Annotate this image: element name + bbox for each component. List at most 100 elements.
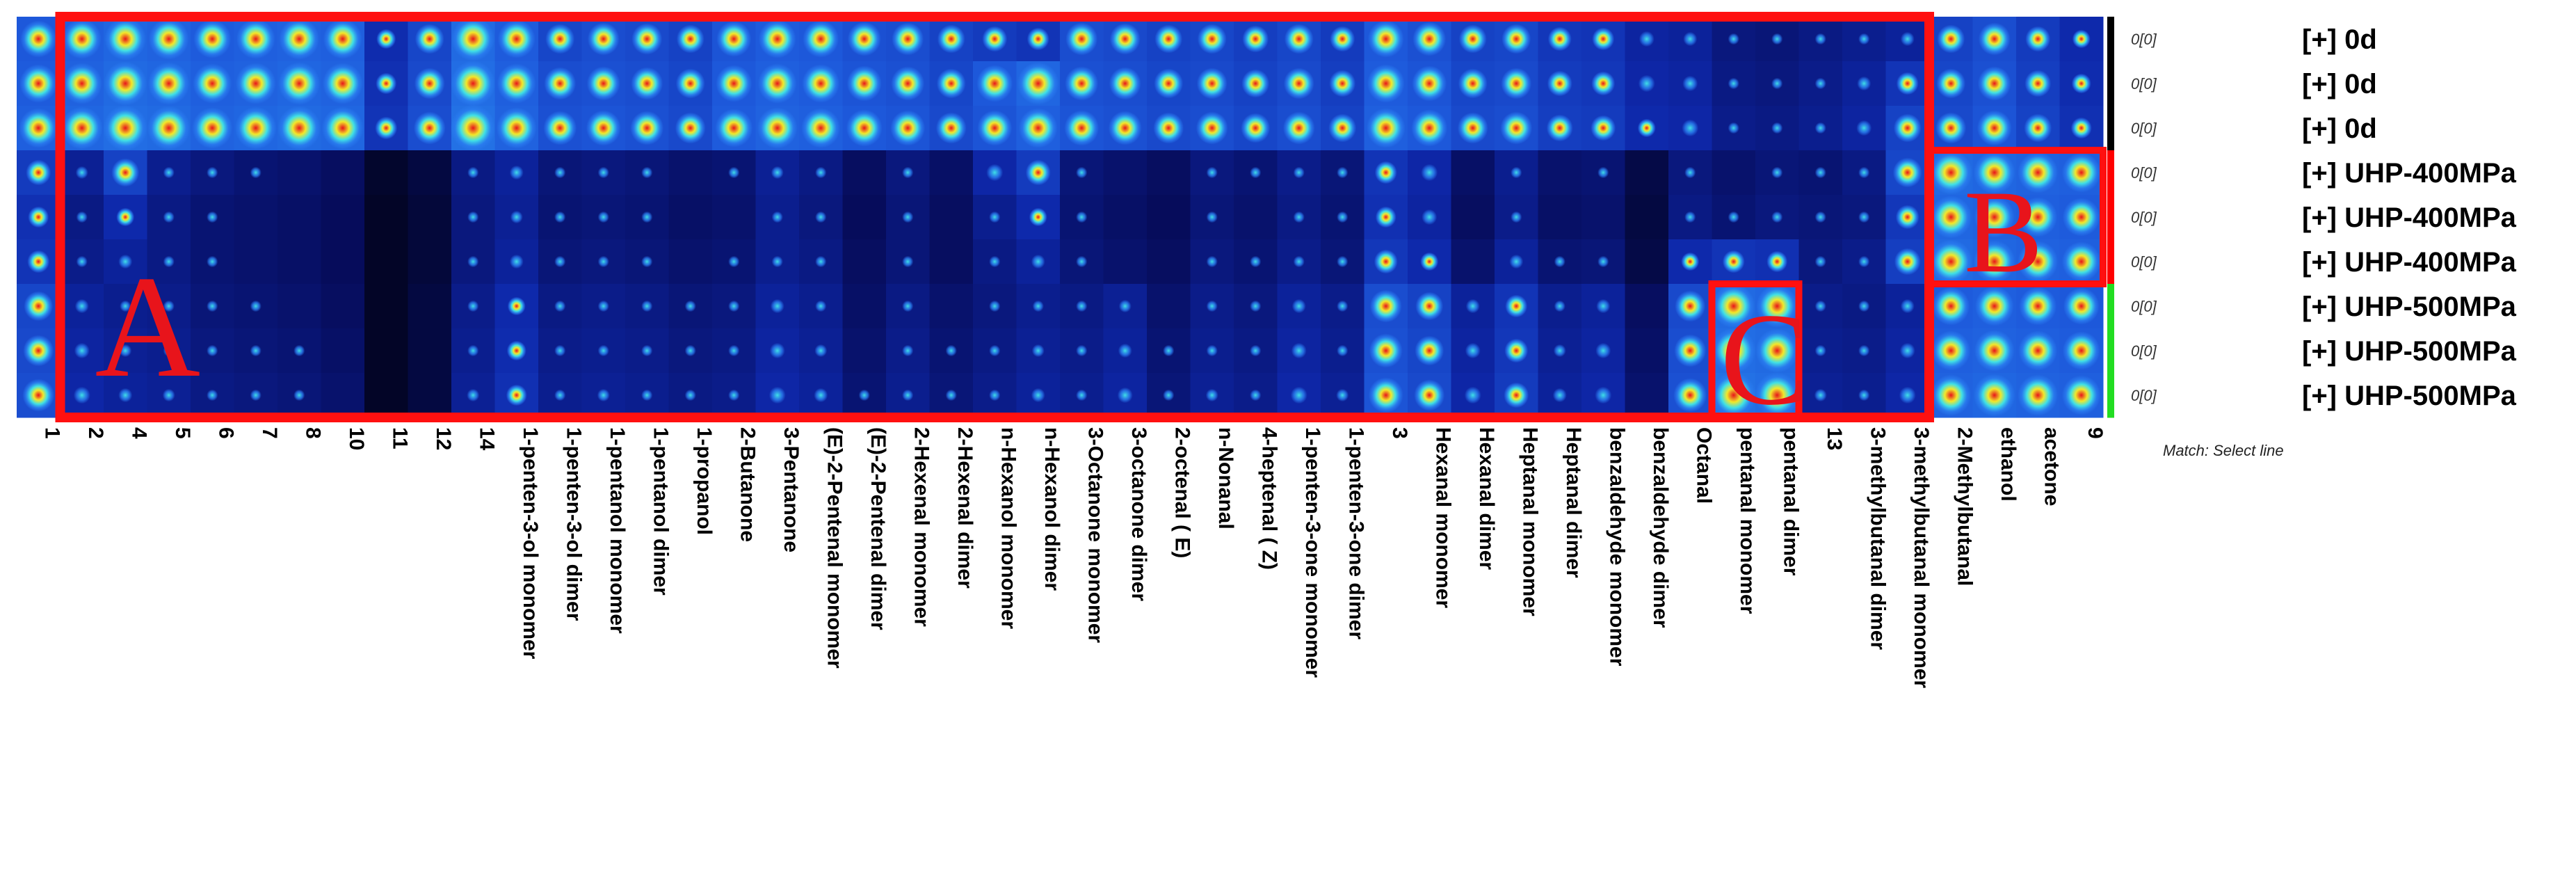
intensity-spot: [1591, 115, 1616, 141]
intensity-spot: [1374, 249, 1398, 274]
intensity-spot: [902, 166, 914, 179]
intensity-spot: [1502, 24, 1531, 54]
intensity-spot: [2063, 287, 2100, 325]
intensity-spot: [1728, 77, 1739, 90]
column-label: Hexanal dimer: [1475, 427, 1498, 570]
intensity-spot: [1375, 206, 1396, 228]
intensity-spot: [1711, 328, 1756, 374]
intensity-spot: [597, 211, 609, 223]
intensity-spot: [1900, 31, 1915, 47]
intensity-spot: [684, 300, 696, 312]
row-label: [+] 0d: [2302, 24, 2377, 55]
intensity-spot: [1814, 300, 1826, 312]
column-label: 11: [388, 427, 411, 449]
intensity-spot: [676, 24, 705, 54]
heatmap-cell: [364, 284, 408, 329]
intensity-spot: [1856, 120, 1872, 136]
intensity-spot: [945, 389, 957, 401]
column-label: ethanol: [1997, 427, 2020, 502]
intensity-spot: [1329, 70, 1356, 97]
region-outline: [1708, 280, 1803, 421]
column-label: 2-Hexenal dimer: [953, 427, 976, 589]
intensity-spot: [1895, 205, 1919, 230]
heatmap-cell: [842, 195, 887, 240]
heatmap-cell: [1625, 195, 1669, 240]
intensity-spot: [1328, 113, 1357, 143]
intensity-spot: [76, 211, 88, 223]
column-label: 2: [84, 427, 107, 439]
column-label: 1: [40, 427, 63, 439]
intensity-spot: [1755, 328, 1799, 373]
intensity-spot: [1065, 22, 1098, 56]
intensity-spot: [891, 66, 925, 101]
region-letter: C: [1721, 287, 1809, 433]
intensity-spot: [1974, 330, 2015, 372]
intensity-spot: [293, 389, 305, 401]
intensity-spot: [989, 211, 1001, 223]
heatmap-cell: [408, 195, 452, 240]
intensity-spot: [982, 26, 1008, 52]
intensity-spot: [1637, 118, 1656, 138]
intensity-spot: [815, 211, 827, 223]
intensity-spot: [2018, 241, 2059, 282]
intensity-spot: [597, 166, 609, 179]
intensity-spot: [1501, 67, 1532, 99]
intensity-spot: [509, 254, 524, 269]
heatmap-cell: [1625, 328, 1669, 374]
intensity-spot: [1118, 343, 1132, 358]
intensity-spot: [147, 106, 191, 150]
intensity-spot: [587, 22, 620, 56]
intensity-spot: [1153, 112, 1184, 144]
row-tags: 0[0] 0[0] 0[0] 0[0] 0[0] 0[0] 0[0] 0[0] 0[0]: [2131, 31, 2157, 404]
column-label: 1-pentanol dimer: [649, 427, 672, 596]
group-color-segment: [2107, 239, 2114, 285]
intensity-spot: [902, 211, 914, 223]
column-label: 8: [301, 427, 324, 439]
intensity-spot: [1547, 70, 1572, 97]
intensity-spot: [1291, 298, 1306, 314]
intensity-spot: [801, 108, 841, 148]
intensity-spot: [1336, 388, 1349, 402]
heatmap-cell: [1451, 150, 1495, 196]
intensity-spot: [1766, 250, 1788, 273]
intensity-spot: [322, 63, 363, 104]
intensity-spot: [278, 62, 321, 105]
intensity-spot: [768, 386, 786, 404]
column-label: 3: [1388, 427, 1411, 439]
intensity-spot: [631, 23, 663, 55]
intensity-spot: [1936, 68, 1966, 99]
intensity-spot: [1771, 77, 1783, 90]
intensity-spot: [1728, 33, 1739, 45]
intensity-spot: [769, 342, 785, 359]
intensity-spot: [1977, 110, 2012, 146]
intensity-spot: [1076, 344, 1088, 357]
row-tag: 0[0]: [2131, 298, 2157, 315]
intensity-spot: [771, 166, 784, 180]
match-note: Match: Select line: [2163, 442, 2284, 459]
intensity-spot: [937, 24, 965, 54]
row-tag: 0[0]: [2131, 342, 2157, 360]
intensity-spot: [193, 19, 232, 58]
intensity-spot: [467, 300, 479, 312]
intensity-spot: [989, 389, 1001, 401]
intensity-spot: [1682, 119, 1699, 137]
intensity-spot: [1505, 294, 1528, 318]
row-tag: 0[0]: [2131, 164, 2157, 182]
intensity-spot: [771, 255, 783, 268]
intensity-spot: [1293, 255, 1305, 268]
region-outline: [1926, 147, 2107, 287]
intensity-spot: [1197, 24, 1227, 54]
intensity-spot: [62, 19, 102, 59]
intensity-spot: [728, 344, 740, 357]
column-label: 2-Hexenal monomer: [910, 427, 933, 627]
intensity-spot: [1293, 166, 1305, 179]
intensity-spot: [1031, 344, 1045, 358]
intensity-spot: [1282, 111, 1315, 145]
row-tag: 0[0]: [2131, 120, 2157, 137]
region-letter: A: [95, 246, 201, 408]
intensity-spot: [1597, 166, 1609, 179]
intensity-spot: [1932, 287, 1970, 326]
heatmap-cell: [1147, 150, 1191, 196]
intensity-spot: [1337, 166, 1349, 179]
intensity-spot: [1978, 22, 2011, 56]
